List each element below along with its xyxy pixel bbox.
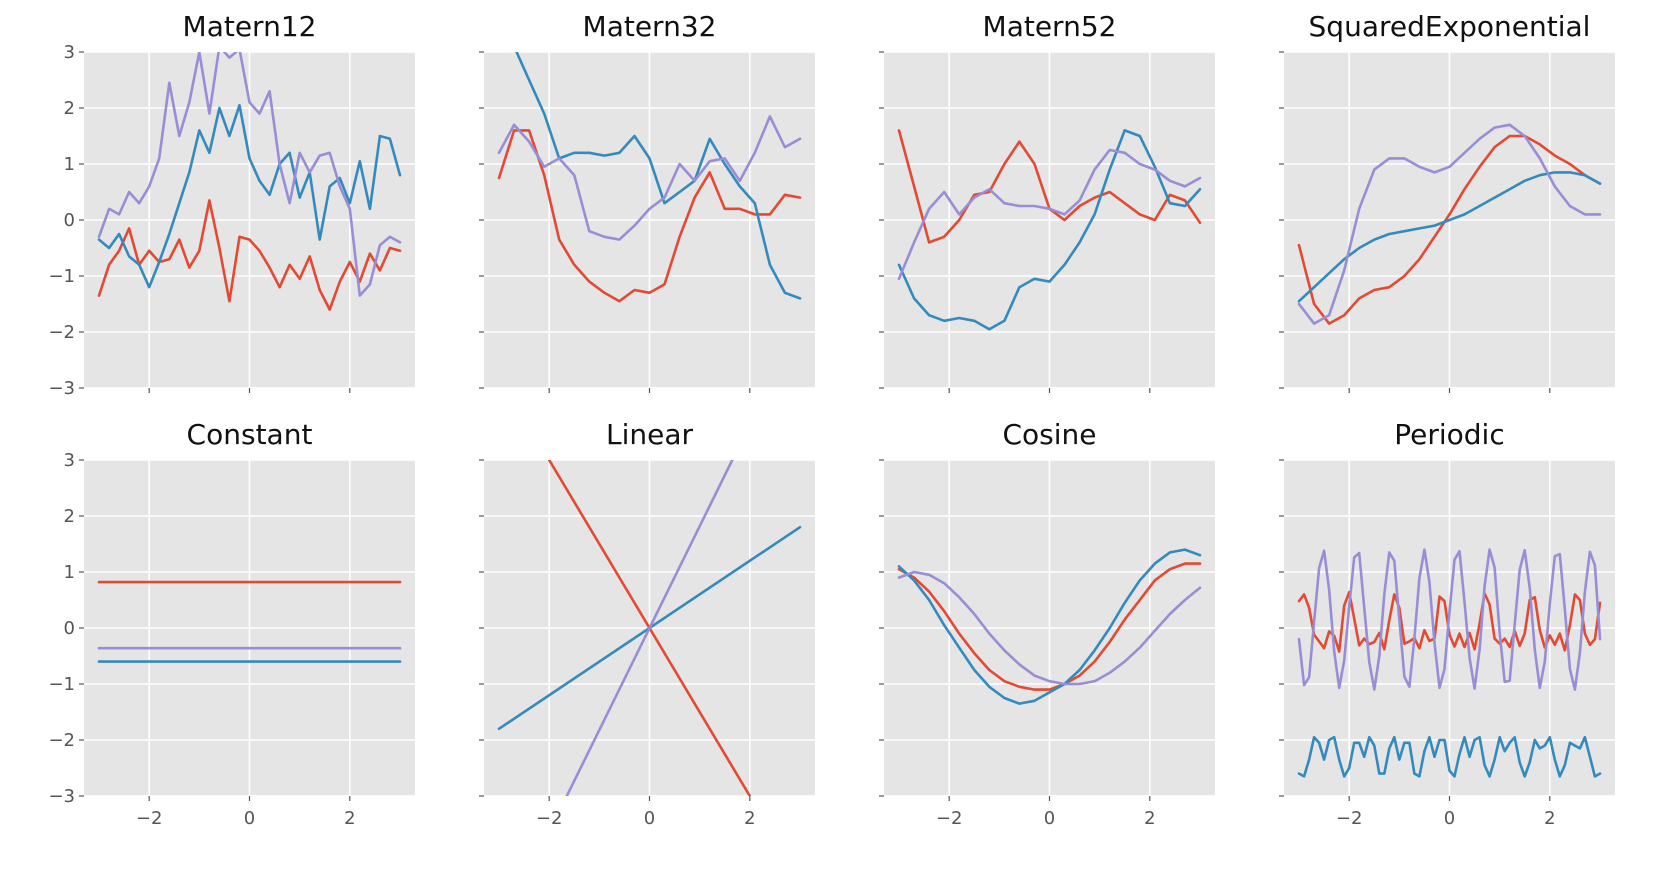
series-line-1 [497, 129, 802, 303]
subplot-title: Matern52 [983, 10, 1117, 43]
subplot-title: Cosine [1002, 418, 1096, 451]
series-line-2 [1297, 735, 1602, 778]
subplot-matern32: Matern32 [479, 10, 815, 393]
x-tick-label: −2 [136, 808, 163, 829]
series-line-3 [897, 570, 1202, 686]
x-tick-label: 0 [1444, 808, 1455, 829]
x-tick-label: −2 [536, 808, 563, 829]
y-tick-label: −2 [48, 730, 75, 751]
x-tick-label: 2 [344, 808, 355, 829]
series-line-2 [515, 52, 802, 300]
series-line-1 [897, 562, 1202, 691]
x-tick-label: 2 [1544, 808, 1555, 829]
series-line-3 [1297, 123, 1602, 325]
series-line-1 [1297, 134, 1602, 325]
y-tick-label: 2 [64, 506, 75, 527]
subplot-title: Linear [606, 418, 694, 451]
series-line-2 [1297, 171, 1602, 303]
series-line-3 [1297, 548, 1602, 691]
x-tick-label: −2 [936, 808, 963, 829]
subplot-matern12: −3 −2 −1 0 1 2 3 Matern12 [48, 10, 415, 399]
series-line-1 [1297, 590, 1602, 653]
series-line-3 [497, 115, 802, 241]
subplot-title: Matern12 [183, 10, 317, 43]
y-tick-label: −1 [48, 266, 75, 287]
y-tick-label: −1 [48, 674, 75, 695]
y-tick-label: 3 [64, 42, 75, 63]
series-line-2 [897, 129, 1202, 331]
series-line-2 [897, 548, 1202, 705]
y-tick-label: 0 [64, 618, 75, 639]
y-tick-label: 1 [64, 562, 75, 583]
series-line-3 [897, 148, 1202, 281]
subplot-title: SquaredExponential [1309, 10, 1591, 43]
y-tick-label: 1 [64, 154, 75, 175]
subplot-matern52: Matern52 [879, 10, 1215, 393]
x-tick-label: 0 [644, 808, 655, 829]
series-line-3 [565, 460, 734, 796]
subplot-squaredexponential: SquaredExponential [1279, 10, 1615, 393]
subplot-cosine: −2 0 2 Cosine [879, 418, 1215, 829]
x-tick-label: 2 [1144, 808, 1155, 829]
y-tick-label: 2 [64, 98, 75, 119]
series-line-2 [97, 103, 402, 289]
series-line-1 [97, 199, 402, 311]
y-tick-label: 0 [64, 210, 75, 231]
x-tick-label: 2 [744, 808, 755, 829]
subplot-periodic: −2 0 2 Periodic [1279, 418, 1615, 829]
x-tick-label: 0 [244, 808, 255, 829]
subplot-title: Matern32 [583, 10, 717, 43]
y-tick-label: −3 [48, 786, 75, 807]
y-tick-label: −3 [48, 378, 75, 399]
x-tick-label: −2 [1336, 808, 1363, 829]
x-tick-label: 0 [1044, 808, 1055, 829]
subplot-title: Constant [187, 418, 313, 451]
subplot-title: Periodic [1394, 418, 1504, 451]
subplot-constant: −2 0 2 −3 −2 −1 0 1 2 3 Constant [48, 418, 415, 829]
subplot-linear: −2 0 2 Linear [479, 418, 815, 829]
y-tick-label: 3 [64, 450, 75, 471]
y-tick-label: −2 [48, 322, 75, 343]
series-line-3 [97, 52, 402, 297]
